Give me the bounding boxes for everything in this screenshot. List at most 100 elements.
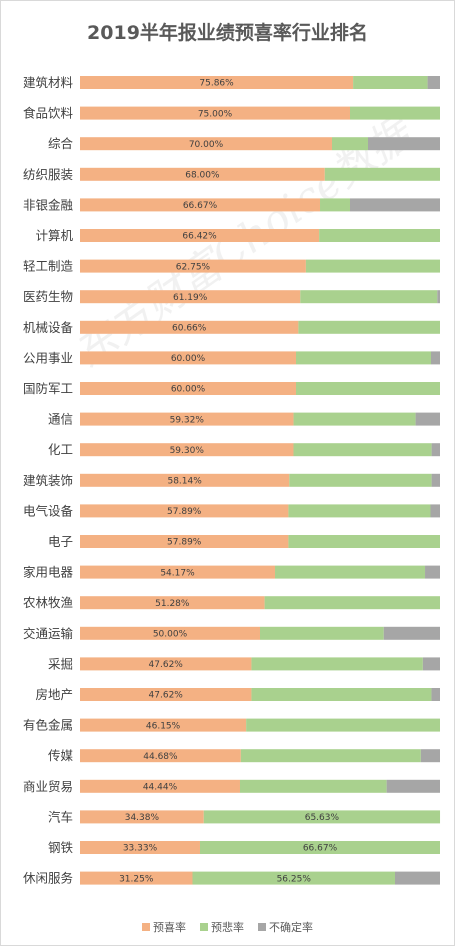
bar-segment-yubei bbox=[251, 657, 423, 671]
data-label-yuxi: 44.44% bbox=[143, 783, 178, 793]
bar-segment-uncertain bbox=[383, 626, 440, 640]
bar-segment-yubei bbox=[353, 76, 428, 89]
category-label: 电气设备 bbox=[23, 503, 74, 518]
data-label-yuxi: 50.00% bbox=[153, 630, 188, 640]
data-label-yubei: 65.63% bbox=[305, 813, 340, 823]
bar-segment-uncertain bbox=[395, 871, 440, 885]
bar-segment-yubei bbox=[296, 351, 431, 365]
data-label-yuxi: 60.00% bbox=[171, 354, 206, 364]
bar-segment-yuxi bbox=[80, 810, 204, 824]
bar-segment-yuxi bbox=[80, 688, 252, 701]
category-label: 传媒 bbox=[48, 748, 74, 763]
bar-segment-yubei bbox=[264, 596, 440, 610]
legend-label-yubei: 预悲率 bbox=[211, 921, 244, 934]
bar-segment-yuxi bbox=[80, 565, 276, 579]
category-label: 化工 bbox=[48, 442, 73, 457]
legend-item-yubei: 预悲率 bbox=[200, 919, 244, 935]
bar-segment-yuxi bbox=[80, 76, 354, 89]
category-label: 钢铁 bbox=[48, 840, 74, 855]
data-label-yuxi: 47.62% bbox=[149, 691, 184, 701]
bar-segment-uncertain bbox=[368, 137, 440, 151]
legend-swatch-yuxi bbox=[142, 923, 150, 931]
bar-segment-uncertain bbox=[386, 779, 440, 793]
chart-title: 2019半年报业绩预喜率行业排名 bbox=[87, 22, 368, 44]
category-label: 房地产 bbox=[35, 687, 73, 702]
bar-segment-yubei bbox=[260, 626, 384, 640]
legend-label-yuxi: 预喜率 bbox=[153, 921, 186, 934]
data-label-yuxi: 61.19% bbox=[173, 293, 208, 303]
bar-segment-uncertain bbox=[437, 290, 440, 304]
bar-segment-yubei bbox=[275, 565, 426, 579]
category-label: 家用电器 bbox=[23, 565, 74, 580]
bar-segment-yubei bbox=[296, 382, 440, 395]
bar-segment-yuxi bbox=[80, 167, 325, 181]
bar-segment-yuxi bbox=[80, 412, 294, 426]
data-label-yuxi: 31.25% bbox=[119, 874, 154, 884]
bar-segment-yuxi bbox=[80, 106, 350, 120]
category-label: 非银金融 bbox=[23, 197, 74, 212]
data-label-yuxi: 46.15% bbox=[146, 721, 181, 731]
bar-segment-yuxi bbox=[80, 504, 289, 518]
category-label: 轻工制造 bbox=[23, 259, 74, 274]
category-label: 机械设备 bbox=[23, 320, 74, 335]
bar-segment-yubei bbox=[350, 106, 440, 120]
category-label: 商业贸易 bbox=[23, 779, 73, 794]
bar-segment-yubei bbox=[192, 871, 395, 885]
bar-segment-yuxi bbox=[80, 718, 247, 732]
data-label-yuxi: 60.00% bbox=[171, 385, 206, 395]
category-label: 纺织服装 bbox=[23, 167, 73, 182]
data-label-yuxi: 57.89% bbox=[167, 507, 202, 517]
bar-segment-uncertain bbox=[415, 412, 440, 426]
bar-segment-yuxi bbox=[80, 259, 306, 273]
bar-segment-yuxi bbox=[80, 657, 252, 671]
data-label-yuxi: 47.62% bbox=[149, 660, 184, 670]
data-label-yuxi: 34.38% bbox=[125, 813, 160, 823]
bar-segment-uncertain bbox=[427, 76, 440, 89]
bar-segment-yubei bbox=[239, 779, 387, 793]
bar-segment-yuxi bbox=[80, 290, 301, 304]
category-label: 汽车 bbox=[48, 809, 73, 824]
bar-segment-yuxi bbox=[80, 198, 321, 212]
bar-segment-uncertain bbox=[420, 749, 440, 763]
bar-segment-yubei bbox=[288, 535, 440, 548]
category-label: 有色金属 bbox=[23, 718, 73, 733]
data-label-yuxi: 60.66% bbox=[172, 324, 207, 334]
data-label-yubei: 66.67% bbox=[303, 844, 338, 854]
bar-segment-yubei bbox=[199, 841, 440, 854]
data-label-yuxi: 57.89% bbox=[167, 538, 202, 548]
bar-segment-yuxi bbox=[80, 320, 299, 334]
bar-segment-yuxi bbox=[80, 779, 240, 793]
bar-segment-uncertain bbox=[431, 443, 440, 457]
category-label: 采掘 bbox=[48, 656, 73, 671]
bar-segment-yubei bbox=[293, 412, 416, 426]
bar-segment-yuxi bbox=[80, 443, 294, 457]
category-label: 综合 bbox=[48, 136, 74, 151]
bar-segment-yubei bbox=[203, 810, 441, 824]
bar-segment-yubei bbox=[288, 504, 431, 518]
bar-segment-yubei bbox=[298, 320, 440, 334]
data-label-yuxi: 44.68% bbox=[143, 752, 178, 762]
data-label-yubei: 56.25% bbox=[277, 874, 312, 884]
category-label: 交通运输 bbox=[23, 626, 74, 641]
bar-segment-yubei bbox=[319, 229, 440, 242]
bar-segment-uncertain bbox=[350, 198, 440, 212]
data-label-yuxi: 33.33% bbox=[123, 844, 158, 854]
bar-segment-yubei bbox=[293, 443, 432, 457]
bar-segment-yuxi bbox=[80, 473, 290, 487]
data-label-yuxi: 59.32% bbox=[170, 415, 205, 425]
legend-swatch-yubei bbox=[200, 923, 208, 931]
bar-segment-yuxi bbox=[80, 137, 332, 151]
bar-segment-yubei bbox=[324, 167, 440, 181]
legend-label-uncertain: 不确定率 bbox=[269, 921, 313, 934]
bar-segment-uncertain bbox=[431, 351, 440, 365]
legend-swatch-uncertain bbox=[258, 923, 266, 931]
category-label: 国防军工 bbox=[23, 381, 73, 396]
category-label: 建筑材料 bbox=[23, 75, 74, 90]
bar-segment-yuxi bbox=[80, 596, 265, 610]
category-label: 建筑装饰 bbox=[23, 473, 73, 488]
data-label-yuxi: 75.00% bbox=[198, 109, 233, 119]
legend-item-uncertain: 不确定率 bbox=[258, 919, 313, 935]
legend-item-yuxi: 预喜率 bbox=[142, 919, 186, 935]
data-label-yuxi: 59.30% bbox=[170, 446, 205, 456]
